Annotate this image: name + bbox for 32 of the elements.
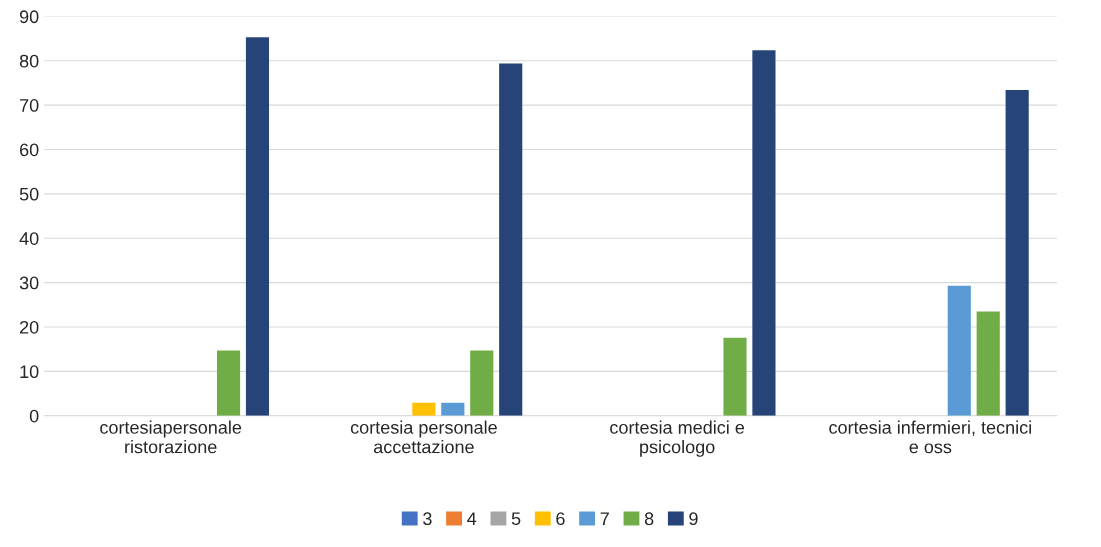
x-tick-label: cortesia infermieri, tecnici e oss: [829, 420, 1031, 454]
legend-label: 8: [644, 512, 654, 526]
bar: [1005, 90, 1029, 416]
bar: [412, 402, 436, 416]
y-tick-label: 10: [20, 365, 39, 379]
legend-label: 4: [467, 512, 477, 525]
y-tick-label: 70: [20, 99, 39, 112]
y-tick-label: 90: [19, 10, 39, 24]
legend-label: 3: [423, 512, 432, 526]
y-tick-label: 30: [19, 276, 39, 290]
y-tick-label: 50: [19, 187, 39, 201]
bar: [976, 311, 1000, 416]
bar: [723, 337, 747, 416]
x-tick-label: cortesia personale accettazione: [350, 420, 497, 454]
y-tick-label: 80: [19, 54, 39, 68]
legend-label: 6: [556, 512, 565, 526]
bar: [441, 402, 465, 416]
bar: [947, 285, 971, 416]
y-tick-label: 40: [19, 232, 39, 245]
y-tick-label: 0: [29, 409, 39, 423]
bar: [499, 63, 523, 416]
bar: [752, 50, 776, 416]
bar: [470, 350, 494, 416]
x-tick-label: cortesia medici e psicologo: [610, 420, 745, 457]
bar: [216, 350, 241, 416]
y-tick-label: 20: [20, 320, 39, 334]
x-tick-label: cortesiapersonale ristorazione: [100, 420, 242, 454]
legend-label: 5: [511, 512, 521, 526]
legend-label: 7: [600, 512, 609, 525]
bar: [245, 37, 270, 416]
legend-label: 9: [689, 512, 698, 526]
y-tick-label: 60: [20, 143, 39, 157]
